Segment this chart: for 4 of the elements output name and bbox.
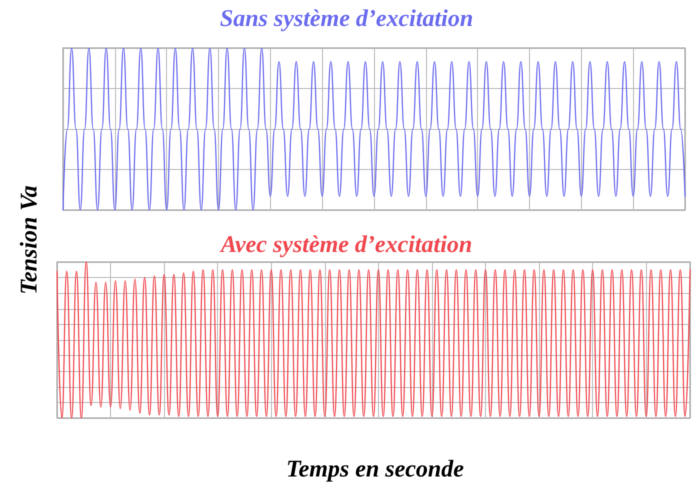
x-axis-title: Temps en seconde <box>286 456 464 484</box>
y-axis-title: Tension Va <box>16 185 44 295</box>
chart-title: Sans système d’excitation <box>220 6 474 32</box>
chart-title: Avec système d’excitation <box>218 232 472 258</box>
